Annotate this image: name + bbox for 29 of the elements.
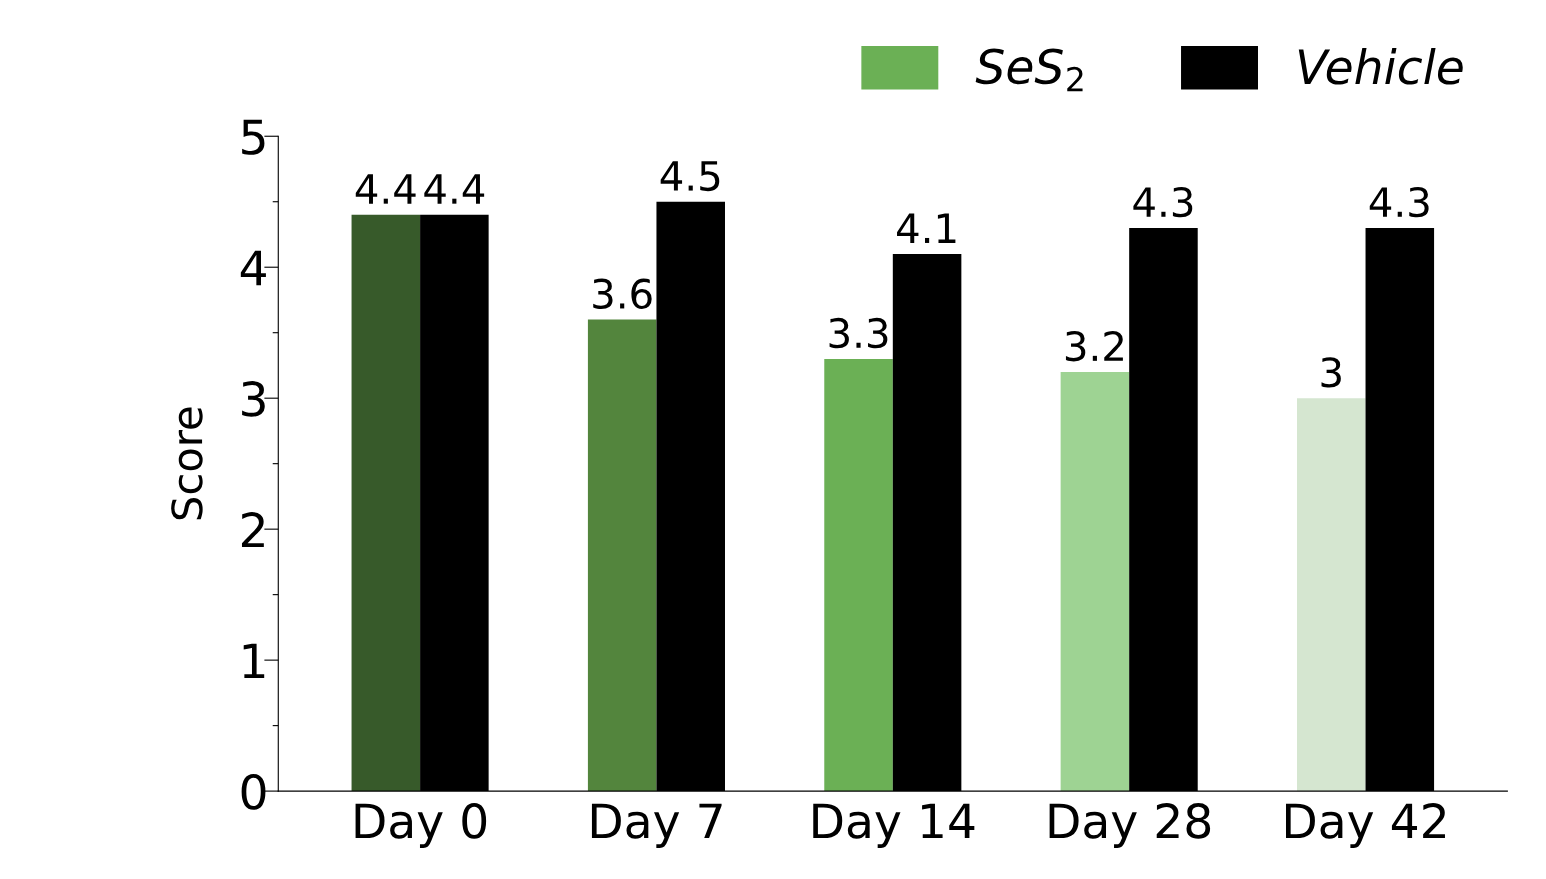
data-label: 4.4: [355, 174, 416, 204]
bar: [587, 319, 657, 792]
data-label: 3.3: [829, 317, 888, 349]
data-label: 3.2: [1065, 330, 1123, 362]
data-label: 3: [1321, 357, 1341, 388]
y-tick-label: 0: [241, 773, 266, 810]
data-label: 4.5: [660, 161, 720, 192]
bar: [1296, 398, 1366, 792]
y-tick-label: 4: [240, 250, 266, 286]
x-tick-label: Day 42: [1285, 803, 1445, 848]
y-tick-label: 3: [242, 381, 265, 417]
legend-label: SeS$_{2}$: [975, 48, 1083, 92]
bar: [351, 214, 421, 792]
legend-label: Vehicle: [1298, 48, 1463, 85]
bar: [824, 358, 893, 792]
y-tick-label: 1: [243, 643, 265, 679]
x-tick-label: Day 28: [1049, 803, 1211, 848]
data-label: 4.3: [1369, 186, 1429, 218]
x-tick-label: Day 14: [813, 803, 975, 848]
data-label: 4.4: [424, 174, 485, 204]
data-label: 4.3: [1133, 186, 1193, 218]
x-tick-label: Day 0: [355, 803, 487, 848]
data-label: 4.1: [897, 213, 956, 243]
data-label: 3.6: [593, 278, 652, 310]
y-axis-title: Score: [171, 407, 203, 520]
y-tick-label: 2: [241, 512, 264, 548]
x-tick-label: Day 7: [591, 803, 722, 848]
y-tick-label: 5: [242, 119, 265, 155]
bar: [1060, 371, 1130, 792]
